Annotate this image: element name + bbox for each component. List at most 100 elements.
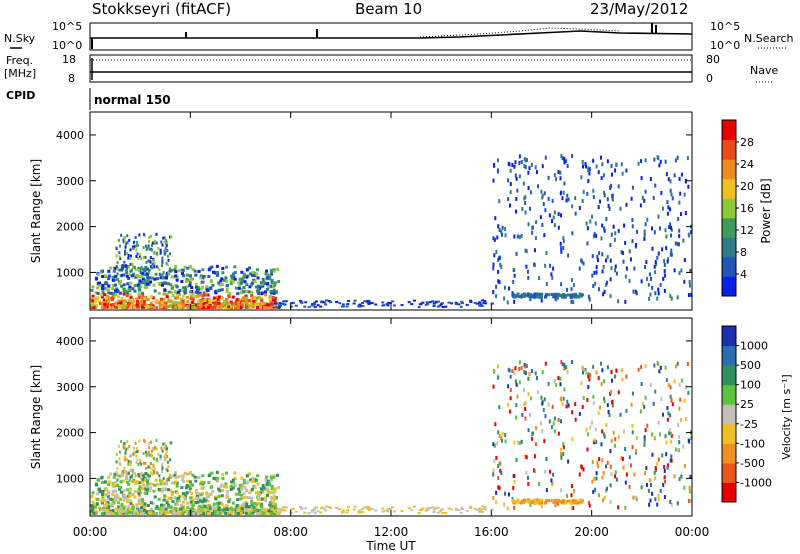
power-cell (621, 250, 624, 255)
velocity-cell (248, 496, 252, 500)
power-cell (199, 287, 203, 291)
velocity-cell (189, 500, 193, 504)
velocity-cell (314, 506, 318, 509)
velocity-cell (117, 505, 121, 509)
velocity-cell (507, 492, 510, 497)
power-cell (541, 222, 544, 227)
velocity-cell (562, 451, 565, 456)
velocity-cell (248, 491, 252, 495)
velocity-cell (218, 510, 222, 514)
velocity-cell (265, 493, 269, 497)
power-cell (559, 241, 562, 246)
power-cell (155, 232, 158, 236)
velocity-cell (459, 511, 463, 514)
velocity-cell (509, 374, 512, 379)
power-cell (125, 271, 128, 275)
power-cell (228, 292, 232, 296)
power-cell (527, 275, 530, 280)
velocity-cell (103, 480, 107, 484)
power-cell (157, 301, 161, 305)
velocity-cell (621, 456, 624, 461)
power-cell (125, 294, 129, 298)
power-cell (192, 306, 196, 310)
velocity-cell (657, 493, 660, 498)
velocity-cell (106, 494, 110, 498)
velocity-cell (128, 444, 131, 448)
power-cell (99, 293, 103, 297)
power-cell (588, 171, 591, 176)
power-cell (118, 251, 121, 255)
power-cell (566, 287, 569, 292)
velocity-cell (242, 505, 246, 509)
velocity-cell (198, 499, 202, 503)
velocity-cell (493, 369, 496, 374)
power-cell (210, 306, 214, 310)
power-cell (136, 252, 139, 256)
velocity-cell (644, 395, 647, 400)
power-cell (175, 275, 179, 279)
velocity-cell (120, 490, 124, 494)
velocity-cell (441, 511, 445, 514)
velocity-cell (478, 510, 482, 513)
velocity-cell (234, 492, 238, 496)
velocity-cell (174, 502, 178, 506)
power-cell (215, 264, 219, 268)
velocity-cell (214, 477, 218, 481)
power-cell (648, 272, 651, 277)
power-cell (654, 259, 657, 264)
velocity-cell (610, 378, 613, 383)
velocity-cell (447, 507, 451, 510)
velocity-cell (113, 489, 117, 493)
power-cell (222, 302, 226, 306)
velocity-cell (201, 500, 205, 504)
power-cell (136, 305, 140, 309)
velocity-cell (444, 511, 448, 514)
power-cell (570, 299, 573, 304)
velocity-cell (497, 364, 500, 369)
power-cell (208, 298, 212, 302)
power-cell (168, 267, 171, 271)
power-cell (171, 301, 175, 305)
power-cell (145, 285, 149, 289)
station-title: Stokkseyri (fitACF) (92, 0, 231, 18)
velocity-cell (250, 506, 254, 510)
power-cell (200, 280, 204, 284)
power-cell (127, 299, 131, 303)
velocity-cell (248, 472, 252, 476)
power-cell (138, 233, 141, 237)
velocity-cell (592, 440, 595, 445)
power-cell (654, 291, 657, 296)
power-cell (610, 183, 613, 188)
power-cell (109, 266, 113, 270)
power-cell (264, 305, 268, 309)
power-cell (522, 181, 525, 186)
velocity-cell (674, 447, 677, 452)
velocity-cell (156, 459, 159, 463)
velocity-cell (294, 510, 298, 513)
velocity-cell (678, 406, 681, 411)
power-cell (352, 302, 356, 305)
power-cell (256, 284, 260, 288)
velocity-cell (97, 478, 101, 482)
power-cell (137, 256, 140, 260)
velocity-cell (217, 501, 221, 505)
power-cell (112, 276, 116, 280)
power-cell (551, 219, 554, 224)
power-cell (240, 287, 244, 291)
velocity-cell (492, 384, 495, 389)
velocity-cell (589, 425, 592, 430)
power-cell (513, 267, 516, 272)
power-cell (182, 289, 186, 293)
power-cell (561, 156, 564, 161)
velocity-cell (651, 452, 654, 457)
power-cell (251, 296, 255, 300)
power-cell (266, 273, 270, 277)
velocity-cell (511, 368, 514, 373)
power-cell (127, 265, 130, 269)
power-cell (272, 269, 276, 273)
power-cell (173, 268, 177, 272)
power-cell (195, 289, 199, 293)
power-cell (609, 277, 612, 282)
power-cell (114, 292, 118, 296)
velocity-cell (566, 399, 569, 404)
